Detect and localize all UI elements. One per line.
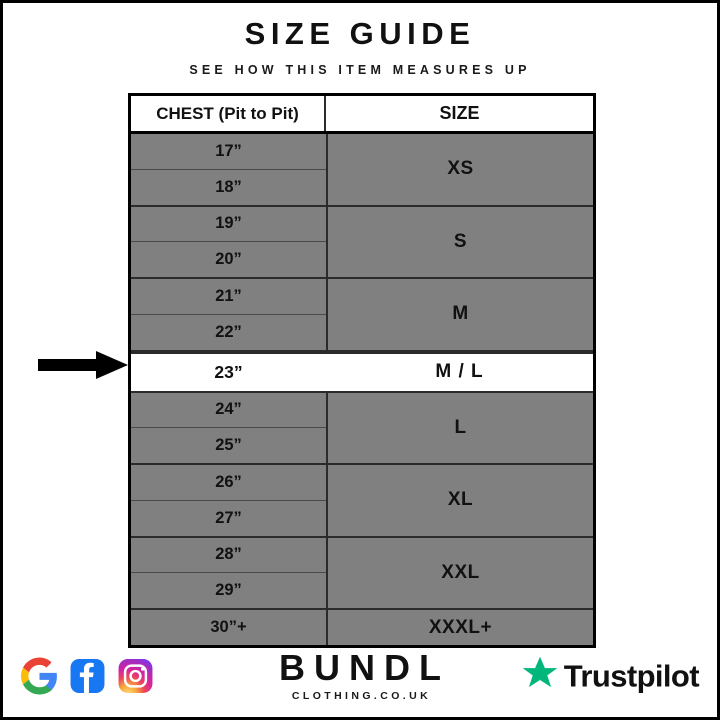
page-subtitle: SEE HOW THIS ITEM MEASURES UP <box>189 63 531 78</box>
chest-value: 22” <box>215 322 242 341</box>
table-row[interactable]: 17” 18” XS <box>131 134 593 207</box>
size-value: XL <box>447 489 474 511</box>
header: SIZE GUIDE SEE HOW THIS ITEM MEASURES UP <box>3 3 717 77</box>
table-header-row: CHEST (Pit to Pit) SIZE <box>131 96 593 134</box>
chest-value: 20” <box>215 250 242 269</box>
table-row[interactable]: 30”+ XXXL+ <box>131 610 593 646</box>
chest-value: 19” <box>131 207 326 243</box>
size-value: XXL <box>441 561 480 583</box>
brand-name: BUNDL <box>279 647 450 688</box>
trustpilot-label: Trustpilot <box>563 658 700 693</box>
table-row[interactable]: 21” 22” M <box>131 279 593 352</box>
social-icons <box>21 657 154 695</box>
size-table: CHEST (Pit to Pit) SIZE 17” 18” XS 19” 2… <box>128 93 596 649</box>
chest-cells: 19” 20” <box>131 206 328 277</box>
chest-value: 23” <box>214 361 243 382</box>
google-icon[interactable] <box>21 657 58 695</box>
column-header-size: SIZE <box>439 103 480 123</box>
chest-cells: 24” 25” <box>131 392 328 463</box>
chest-value: 30”+ <box>210 618 247 637</box>
facebook-icon[interactable] <box>69 658 106 695</box>
star-icon <box>521 655 559 698</box>
footer: BUNDL CLOTHING.CO.UK Trustpilot <box>3 635 717 717</box>
size-value: XS <box>447 158 474 180</box>
brand-logo: BUNDL CLOTHING.CO.UK <box>270 647 450 703</box>
table-row[interactable]: 24” 25” L <box>131 392 593 465</box>
chest-value: 28” <box>131 538 326 574</box>
table-row[interactable]: 26” 27” XL <box>131 465 593 538</box>
chest-value: 17” <box>131 134 326 170</box>
table-row-highlighted[interactable]: 23” M / L <box>131 351 593 393</box>
size-value: M / L <box>435 361 484 382</box>
chest-value: 26” <box>131 465 326 501</box>
size-value: XXXL+ <box>428 616 493 638</box>
chest-cells: 30”+ <box>131 610 328 646</box>
size-value: S <box>453 230 468 252</box>
page-title: SIZE GUIDE <box>244 16 476 51</box>
chest-value: 18” <box>215 177 242 196</box>
chest-value: 29” <box>215 581 242 600</box>
trustpilot-logo[interactable]: Trustpilot <box>521 655 700 698</box>
size-value: M <box>452 303 469 325</box>
chest-value: 24” <box>131 393 326 429</box>
instagram-icon[interactable] <box>117 658 154 695</box>
chest-value: 25” <box>215 436 242 455</box>
column-header-chest: CHEST (Pit to Pit) <box>131 96 326 131</box>
table-row[interactable]: 28” 29” XXL <box>131 537 593 610</box>
table-row[interactable]: 19” 20” S <box>131 206 593 279</box>
chest-value: 21” <box>131 279 326 315</box>
chest-value: 27” <box>215 508 242 527</box>
brand-domain: CLOTHING.CO.UK <box>291 690 432 702</box>
chest-cells: 17” 18” <box>131 134 328 205</box>
chest-cells: 21” 22” <box>131 279 328 350</box>
arrow-right-icon <box>38 351 128 379</box>
chest-cells: 26” 27” <box>131 465 328 536</box>
size-value: L <box>454 416 467 438</box>
chest-cells: 28” 29” <box>131 537 328 608</box>
